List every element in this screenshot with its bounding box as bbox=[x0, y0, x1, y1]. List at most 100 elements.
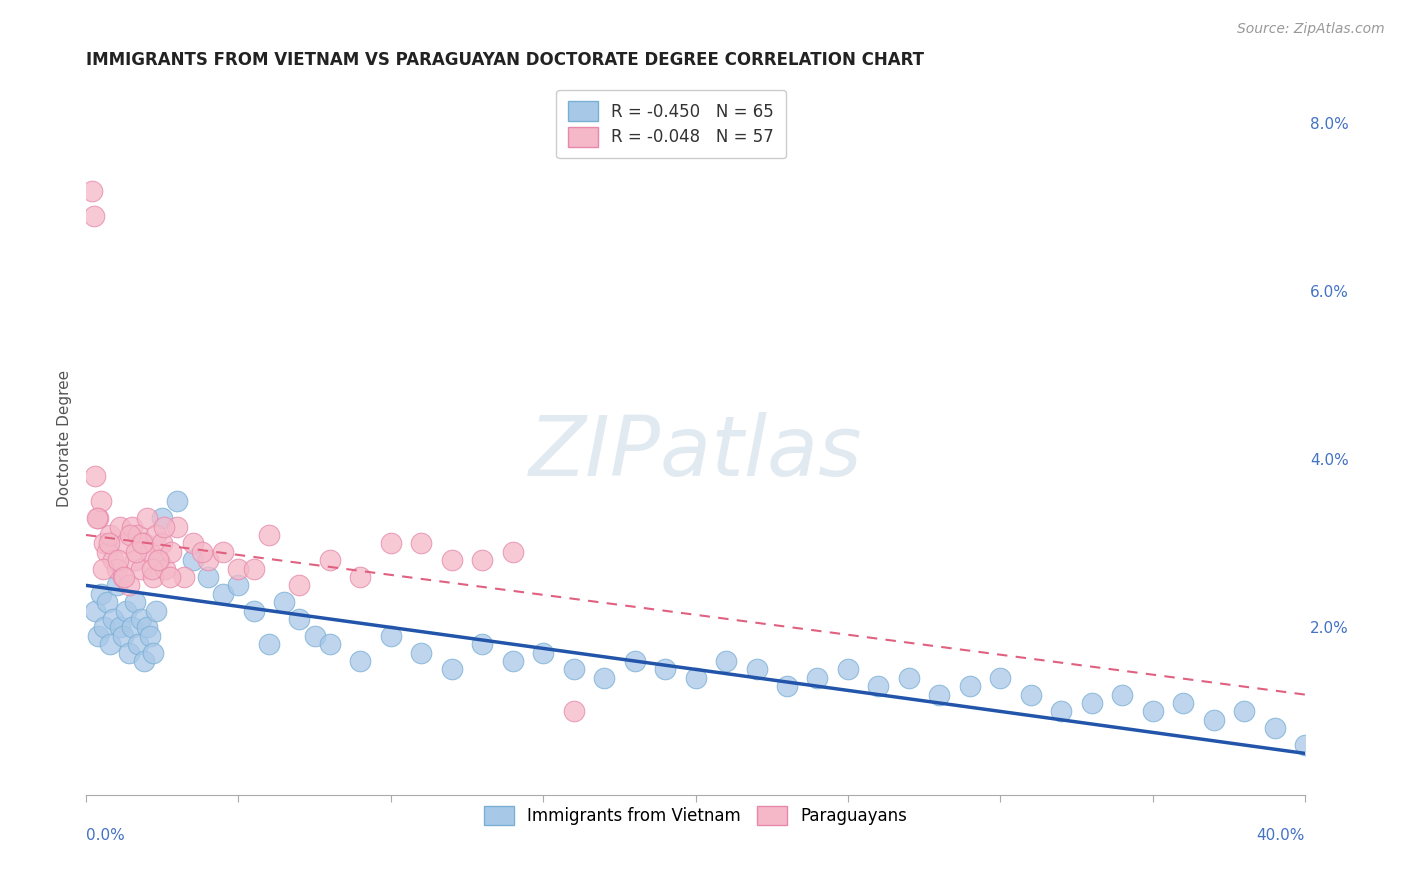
Point bbox=[97, 536, 120, 550]
Point bbox=[93, 536, 115, 550]
Point bbox=[1111, 688, 1133, 702]
Point bbox=[141, 561, 163, 575]
Point bbox=[623, 654, 645, 668]
Point bbox=[173, 570, 195, 584]
Point bbox=[181, 553, 204, 567]
Point bbox=[502, 545, 524, 559]
Point bbox=[654, 662, 676, 676]
Point bbox=[897, 671, 920, 685]
Point bbox=[129, 561, 152, 575]
Point bbox=[160, 545, 183, 559]
Point bbox=[139, 629, 162, 643]
Point bbox=[96, 595, 118, 609]
Point bbox=[83, 209, 105, 223]
Point bbox=[121, 519, 143, 533]
Point bbox=[1202, 713, 1225, 727]
Point bbox=[150, 536, 173, 550]
Point bbox=[745, 662, 768, 676]
Point bbox=[411, 646, 433, 660]
Point bbox=[105, 578, 128, 592]
Point bbox=[100, 528, 122, 542]
Text: 40.0%: 40.0% bbox=[1257, 828, 1305, 843]
Point bbox=[103, 612, 125, 626]
Point bbox=[86, 511, 108, 525]
Point bbox=[593, 671, 616, 685]
Point bbox=[685, 671, 707, 685]
Point bbox=[1019, 688, 1042, 702]
Point bbox=[1294, 738, 1316, 752]
Point bbox=[212, 545, 235, 559]
Point bbox=[411, 536, 433, 550]
Point bbox=[111, 629, 134, 643]
Point bbox=[440, 553, 463, 567]
Point bbox=[129, 612, 152, 626]
Point bbox=[1264, 721, 1286, 735]
Point bbox=[127, 637, 149, 651]
Point bbox=[132, 654, 155, 668]
Point bbox=[959, 679, 981, 693]
Point bbox=[121, 620, 143, 634]
Point bbox=[228, 578, 250, 592]
Point bbox=[988, 671, 1011, 685]
Point bbox=[562, 662, 585, 676]
Point bbox=[228, 561, 250, 575]
Point bbox=[93, 620, 115, 634]
Point bbox=[84, 469, 107, 483]
Point bbox=[108, 519, 131, 533]
Point bbox=[136, 511, 159, 525]
Point bbox=[1050, 705, 1073, 719]
Text: 0.0%: 0.0% bbox=[86, 828, 125, 843]
Point bbox=[1233, 705, 1256, 719]
Point bbox=[531, 646, 554, 660]
Point bbox=[191, 545, 214, 559]
Point bbox=[108, 620, 131, 634]
Point bbox=[273, 595, 295, 609]
Point bbox=[100, 637, 122, 651]
Point bbox=[562, 705, 585, 719]
Point bbox=[1080, 696, 1102, 710]
Point bbox=[242, 561, 264, 575]
Point bbox=[181, 536, 204, 550]
Point bbox=[107, 553, 129, 567]
Point bbox=[114, 604, 136, 618]
Point bbox=[288, 578, 311, 592]
Point bbox=[380, 629, 402, 643]
Point bbox=[319, 553, 342, 567]
Point bbox=[142, 646, 165, 660]
Point bbox=[120, 528, 142, 542]
Point bbox=[132, 536, 155, 550]
Point bbox=[139, 545, 162, 559]
Point bbox=[136, 620, 159, 634]
Point bbox=[471, 553, 494, 567]
Point bbox=[114, 536, 136, 550]
Point bbox=[502, 654, 524, 668]
Point bbox=[928, 688, 950, 702]
Point bbox=[159, 570, 181, 584]
Point bbox=[166, 494, 188, 508]
Point bbox=[125, 545, 148, 559]
Point bbox=[84, 604, 107, 618]
Point bbox=[145, 528, 167, 542]
Point bbox=[124, 553, 146, 567]
Point bbox=[82, 184, 104, 198]
Point bbox=[166, 519, 188, 533]
Legend: Immigrants from Vietnam, Paraguayans: Immigrants from Vietnam, Paraguayans bbox=[472, 795, 920, 837]
Point bbox=[304, 629, 326, 643]
Point bbox=[257, 528, 280, 542]
Point bbox=[103, 553, 125, 567]
Point bbox=[349, 570, 371, 584]
Point bbox=[90, 494, 112, 508]
Point bbox=[87, 511, 110, 525]
Point bbox=[112, 570, 135, 584]
Point bbox=[87, 629, 110, 643]
Point bbox=[142, 570, 165, 584]
Point bbox=[150, 511, 173, 525]
Point bbox=[1142, 705, 1164, 719]
Point bbox=[349, 654, 371, 668]
Point bbox=[197, 570, 219, 584]
Point bbox=[96, 545, 118, 559]
Point bbox=[118, 646, 141, 660]
Point bbox=[111, 570, 134, 584]
Point bbox=[146, 553, 169, 567]
Point bbox=[91, 561, 114, 575]
